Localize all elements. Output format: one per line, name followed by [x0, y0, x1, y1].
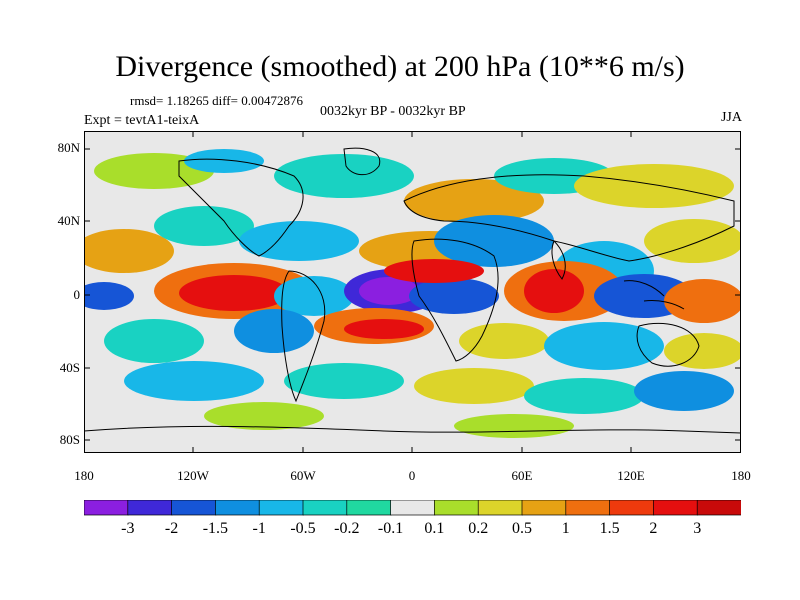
ytick-80s: 80S: [59, 432, 80, 447]
colorbar-swatch: [346, 499, 392, 516]
ytick-80n: 80N: [57, 140, 80, 155]
xtick-120e: 120E: [617, 468, 645, 483]
colorbar-swatch: [83, 499, 129, 516]
colorbar-label: 2: [649, 520, 658, 537]
colorbar-label: 3: [693, 520, 702, 537]
colorbar-label: 0.2: [468, 520, 489, 537]
xtick-120w: 120W: [177, 468, 209, 483]
map-svg: [74, 131, 744, 453]
colorbar-swatch: [390, 499, 436, 516]
colorbar-label: -0.5: [290, 520, 316, 537]
experiment-label: Expt = tevtA1-teixA: [84, 113, 200, 128]
ytick-40n: 40N: [57, 213, 80, 228]
colorbar-label: 0.1: [424, 520, 445, 537]
map-title: Divergence (smoothed) at 200 hPa (10**6 …: [115, 50, 685, 83]
colorbar-label: 1: [561, 520, 570, 537]
colorbar-swatch: [258, 499, 304, 516]
ytick-40s: 40S: [59, 360, 80, 375]
colorbar-swatch: [653, 499, 699, 516]
divergence-map: [74, 131, 744, 453]
colorbar-swatch: [696, 499, 742, 516]
colorbar-label: -0.1: [377, 520, 404, 537]
period-label: 0032kyr BP - 0032kyr BP: [320, 104, 466, 119]
colorbar-label: 0.5: [512, 520, 532, 537]
colorbar-label: 1.5: [599, 520, 620, 537]
colorbar-label: -1.5: [202, 520, 229, 537]
ytick-0: 0: [73, 287, 81, 302]
xtick-180-left: 180: [74, 468, 94, 483]
colorbar-swatch: [302, 499, 348, 516]
colorbar-label: -2: [164, 520, 179, 537]
colorbar-swatch: [127, 499, 173, 516]
colorbar-svg: [83, 499, 742, 516]
axis-ticks: [84, 131, 741, 453]
colorbar-swatch: [609, 499, 655, 516]
colorbar-swatch: [565, 499, 611, 516]
colorbar-swatch: [477, 499, 523, 516]
xtick-60e: 60E: [511, 468, 533, 483]
colorbar: [83, 499, 742, 521]
colorbar-swatch: [171, 499, 217, 516]
xtick-0: 0: [408, 468, 416, 483]
season-label: JJA: [720, 110, 742, 125]
xtick-60w: 60W: [290, 468, 316, 483]
colorbar-swatch: [434, 499, 480, 516]
colorbar-swatch: [521, 499, 567, 516]
coastlines: [83, 147, 742, 434]
field-contours: [74, 149, 744, 438]
colorbar-label: -3: [121, 520, 135, 537]
colorbar-label: -1: [252, 520, 266, 537]
xtick-180-right: 180: [731, 468, 751, 483]
colorbar-swatch: [215, 499, 261, 516]
rmsd-diff-stats: rmsd= 1.18265 diff= 0.00472876: [130, 93, 303, 108]
colorbar-label: -0.2: [334, 520, 360, 537]
